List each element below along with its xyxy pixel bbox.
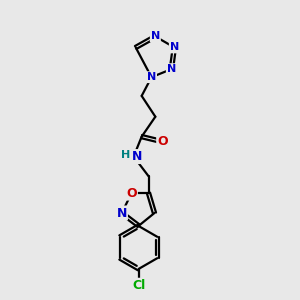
Text: N: N	[151, 32, 160, 41]
Text: N: N	[167, 64, 176, 74]
Text: N: N	[131, 150, 142, 163]
Text: Cl: Cl	[133, 279, 146, 292]
Text: O: O	[157, 135, 168, 148]
Text: N: N	[117, 206, 127, 220]
Text: H: H	[121, 150, 130, 160]
Text: N: N	[147, 72, 156, 82]
Text: O: O	[126, 187, 137, 200]
Text: N: N	[170, 43, 179, 52]
